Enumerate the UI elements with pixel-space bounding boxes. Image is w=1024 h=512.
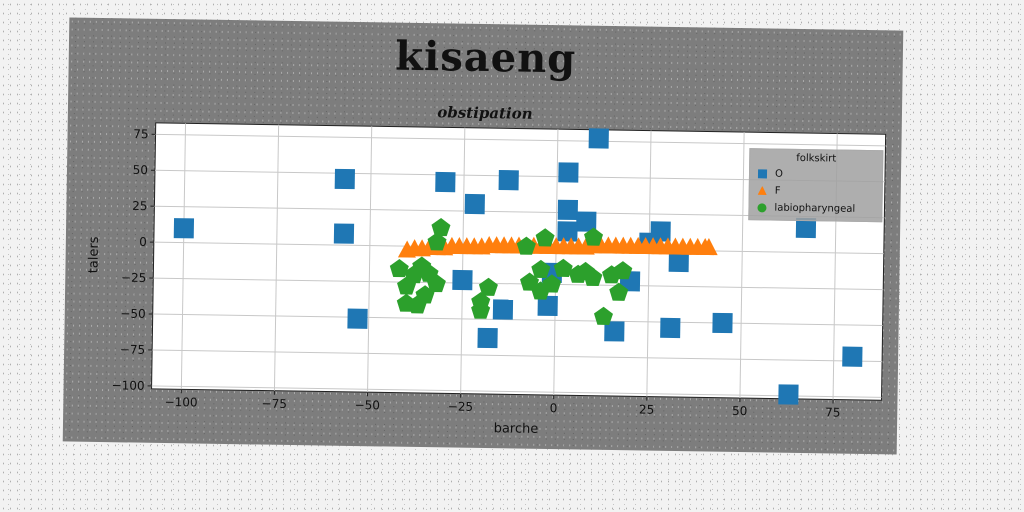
point-labiopharyngeal (535, 228, 555, 247)
point-labiopharyngeal (397, 276, 417, 295)
y-tick-label: −100 (112, 378, 145, 393)
point-labiopharyngeal (584, 227, 604, 246)
grid-line-y (153, 277, 884, 291)
plot-area (151, 122, 887, 401)
point-labiopharyngeal (415, 285, 435, 304)
point-o (557, 221, 578, 242)
plot-svg: −100 −75 −50 −25 0 25 50 75 −100 −75 −50 −25 0 25 50 75… (86, 122, 887, 437)
point-o (778, 384, 799, 405)
x-tick-label: −25 (448, 399, 474, 413)
point-o (464, 193, 485, 215)
point-labiopharyngeal (427, 232, 447, 251)
x-tick-label: 75 (825, 405, 840, 419)
y-tick-label: −75 (120, 342, 146, 356)
grid-line-x (646, 130, 652, 397)
point-o (492, 299, 514, 320)
x-tick-label: −50 (355, 398, 381, 412)
y-axis-label: talers (86, 236, 102, 273)
point-o (498, 170, 519, 191)
point-o (660, 317, 681, 339)
x-tick-label: −75 (261, 397, 287, 411)
point-labiopharyngeal (471, 300, 491, 319)
point-o (795, 217, 817, 239)
point-labiopharyngeal (426, 273, 446, 293)
point-labiopharyngeal (389, 258, 409, 278)
legend-label-o: O (774, 168, 783, 180)
y-tick-label: 50 (133, 163, 148, 177)
legend-swatch-labiopharyngeal (757, 202, 767, 212)
point-o (604, 321, 625, 342)
point-o (576, 211, 597, 232)
point-labiopharyngeal (431, 217, 451, 237)
point-o (477, 327, 498, 349)
x-tick-label: −100 (165, 395, 198, 410)
point-o (173, 218, 195, 239)
point-o (558, 162, 579, 183)
chart-figure: kisaeng obstipation −100 −75 −50 −25 0 25 50 75… (62, 17, 904, 455)
point-o (712, 312, 733, 334)
point-labiopharyngeal (593, 306, 613, 325)
point-o (452, 269, 473, 291)
y-tick-label: 0 (139, 235, 147, 249)
point-o (557, 199, 578, 221)
point-labiopharyngeal (583, 267, 603, 287)
point-f (699, 238, 718, 256)
grid-line-x (273, 124, 280, 391)
legend-title: folkskirt (796, 152, 837, 165)
grid-line-x (460, 127, 466, 394)
y-tick-label: 75 (133, 127, 148, 141)
legend-swatch-f (758, 186, 767, 195)
grid-line-x (739, 132, 745, 399)
grid-line-y (152, 349, 883, 362)
grid-line-x (367, 126, 373, 393)
legend: folkskirt O F labiopharyngeal (748, 148, 884, 223)
point-o (842, 346, 863, 367)
point-labiopharyngeal (553, 258, 573, 277)
x-tick-label: 0 (550, 401, 558, 415)
y-tick-label: −25 (121, 271, 147, 285)
y-tick-label: −50 (120, 307, 146, 321)
point-labiopharyngeal (609, 282, 629, 301)
y-tick-label: 25 (132, 199, 147, 213)
point-o (347, 308, 368, 329)
legend-item-o: O (757, 166, 783, 180)
point-labiopharyngeal (516, 236, 536, 255)
grid-line-y (155, 133, 886, 147)
x-tick-label: 50 (732, 404, 747, 418)
point-labiopharyngeal (531, 259, 551, 279)
point-labiopharyngeal (478, 277, 498, 296)
legend-swatch-o (757, 168, 768, 178)
x-axis-label: barche (494, 421, 539, 437)
point-o (435, 171, 456, 193)
point-labiopharyngeal (542, 274, 562, 293)
point-labiopharyngeal (613, 261, 633, 280)
legend-label-f: F (774, 185, 781, 197)
grid-line-y (151, 385, 882, 398)
grid-line-y (152, 313, 883, 327)
point-o (334, 168, 355, 190)
point-o (588, 128, 609, 149)
point-o (333, 223, 355, 244)
legend-item-labiopharyngeal: labiopharyngeal (757, 200, 855, 216)
grid-line-x (180, 123, 187, 390)
point-o (537, 295, 558, 317)
x-tick-label: 25 (639, 402, 654, 416)
legend-label-labiopharyngeal: labiopharyngeal (774, 202, 856, 215)
point-o (668, 251, 689, 273)
grid-line-x (553, 129, 559, 396)
legend-item-f: F (758, 183, 781, 197)
